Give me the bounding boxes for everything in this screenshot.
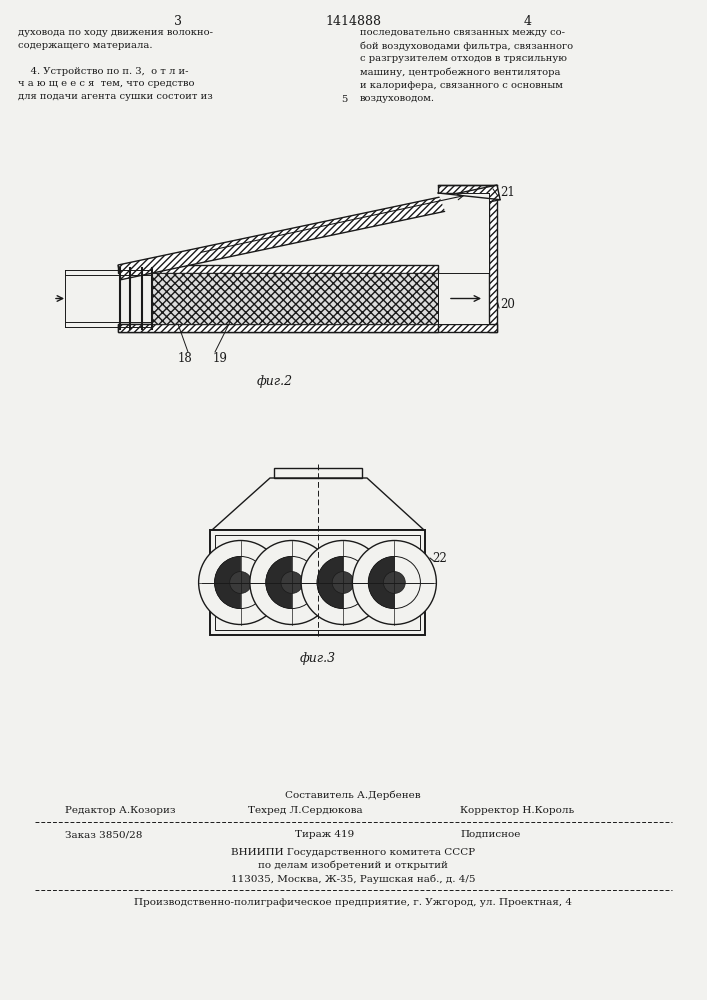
- Text: по делам изобретений и открытий: по делам изобретений и открытий: [258, 861, 448, 870]
- Circle shape: [317, 556, 369, 609]
- Text: Тираж 419: Тираж 419: [295, 830, 354, 839]
- Circle shape: [199, 540, 283, 624]
- Wedge shape: [317, 556, 343, 609]
- Text: Заказ 3850/28: Заказ 3850/28: [65, 830, 142, 839]
- Text: духовода по ходу движения волокно-
содержащего материала.

    4. Устройство по : духовода по ходу движения волокно- содер…: [18, 28, 213, 101]
- Text: Корректор Н.Король: Корректор Н.Король: [460, 806, 574, 815]
- Bar: [210, 530, 425, 635]
- Text: Составитель А.Дербенев: Составитель А.Дербенев: [285, 790, 421, 800]
- Circle shape: [352, 540, 436, 624]
- Text: 19: 19: [213, 352, 228, 365]
- Text: 5: 5: [341, 95, 347, 104]
- Bar: [215, 535, 420, 630]
- Text: последовательно связанных между со-
бой воздуховодами фильтра, связанного
с разг: последовательно связанных между со- бой …: [360, 28, 573, 103]
- Text: Техред Л.Сердюкова: Техред Л.Сердюкова: [248, 806, 363, 815]
- Text: 21: 21: [500, 186, 515, 200]
- Text: 3: 3: [174, 15, 182, 28]
- Circle shape: [250, 540, 334, 624]
- Wedge shape: [215, 556, 240, 609]
- Wedge shape: [368, 556, 395, 609]
- Text: 113035, Москва, Ж-35, Раушская наб., д. 4/5: 113035, Москва, Ж-35, Раушская наб., д. …: [230, 874, 475, 884]
- Polygon shape: [118, 324, 497, 332]
- Circle shape: [383, 572, 405, 593]
- Circle shape: [368, 556, 421, 609]
- Polygon shape: [118, 324, 438, 332]
- Text: фиг.3: фиг.3: [300, 652, 336, 665]
- Circle shape: [301, 540, 385, 624]
- Text: 18: 18: [177, 352, 192, 365]
- Text: 1414888: 1414888: [325, 15, 381, 28]
- Bar: [274, 468, 362, 478]
- Circle shape: [215, 556, 267, 609]
- Polygon shape: [489, 193, 497, 332]
- Wedge shape: [266, 556, 292, 609]
- Circle shape: [332, 572, 354, 593]
- Polygon shape: [438, 185, 497, 193]
- Circle shape: [266, 556, 318, 609]
- Text: Подписное: Подписное: [460, 830, 520, 839]
- Polygon shape: [118, 185, 500, 280]
- Text: ВНИИПИ Государственного комитета СССР: ВНИИПИ Государственного комитета СССР: [231, 848, 475, 857]
- Text: фиг.2: фиг.2: [257, 375, 293, 388]
- Circle shape: [230, 572, 252, 593]
- Polygon shape: [152, 273, 438, 324]
- Text: 22: 22: [432, 552, 447, 564]
- Polygon shape: [438, 193, 489, 324]
- Circle shape: [281, 572, 303, 593]
- Text: 20: 20: [500, 298, 515, 312]
- Text: 4: 4: [524, 15, 532, 28]
- Polygon shape: [118, 265, 438, 273]
- Text: Производственно-полиграфическое предприятие, г. Ужгород, ул. Проектная, 4: Производственно-полиграфическое предприя…: [134, 898, 572, 907]
- Text: Редактор А.Козориз: Редактор А.Козориз: [65, 806, 175, 815]
